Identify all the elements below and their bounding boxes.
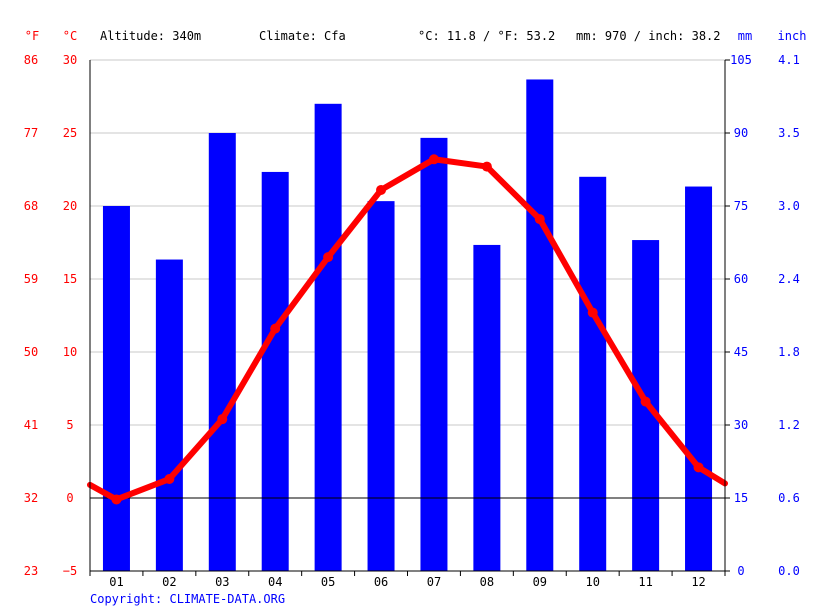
month-label: 03 — [215, 575, 229, 589]
temperature-point — [640, 396, 651, 407]
inch-tick-label: 1.2 — [778, 418, 800, 432]
celsius-tick-label: −5 — [63, 564, 77, 578]
precipitation-bar — [208, 133, 236, 571]
month-label: 08 — [480, 575, 494, 589]
temperature-point — [534, 214, 545, 225]
mm-tick-labels: 0 15 30 45 60 75 90 105 — [730, 53, 752, 578]
fahrenheit-tick-label: 23 — [24, 564, 38, 578]
temperature-average-label: °C: 11.8 / °F: 53.2 — [418, 29, 555, 43]
inch-tick-labels: 0.0 0.6 1.2 1.8 2.4 3.0 3.5 4.1 — [778, 53, 800, 578]
precipitation-bar — [526, 79, 554, 571]
mm-tick-label: 75 — [734, 199, 748, 213]
temperature-point — [164, 474, 175, 485]
grid-lines — [90, 59, 725, 572]
inch-tick-label: 1.8 — [778, 345, 800, 359]
precipitation-average-label: mm: 970 / inch: 38.2 — [576, 29, 721, 43]
mm-tick-label: 15 — [734, 491, 748, 505]
mm-tick-label: 30 — [734, 418, 748, 432]
mm-tick-label: 0 — [737, 564, 744, 578]
copyright-text: Copyright: CLIMATE-DATA.ORG — [90, 592, 285, 606]
precipitation-bar — [420, 137, 448, 571]
fahrenheit-tick-label: 68 — [24, 199, 38, 213]
celsius-tick-label: 0 — [66, 491, 73, 505]
precipitation-bar — [473, 244, 501, 571]
fahrenheit-unit-label: °F — [25, 29, 39, 43]
temperature-point — [111, 494, 122, 505]
celsius-tick-label: 5 — [66, 418, 73, 432]
fahrenheit-tick-label: 86 — [24, 53, 38, 67]
temperature-point — [270, 323, 281, 334]
month-label: 05 — [321, 575, 335, 589]
month-label: 07 — [427, 575, 441, 589]
precipitation-bar — [314, 103, 342, 572]
fahrenheit-tick-labels: 23 32 41 50 59 68 77 86 — [24, 53, 38, 578]
month-label: 04 — [268, 575, 282, 589]
month-label: 10 — [585, 575, 599, 589]
fahrenheit-tick-label: 77 — [24, 126, 38, 140]
fahrenheit-tick-label: 32 — [24, 491, 38, 505]
month-label: 09 — [533, 575, 547, 589]
celsius-tick-label: 15 — [63, 272, 77, 286]
month-label: 02 — [162, 575, 176, 589]
temperature-line-path — [87, 156, 728, 503]
month-label: 06 — [374, 575, 388, 589]
temperature-line — [87, 154, 728, 505]
mm-unit-label: mm — [738, 29, 752, 43]
temperature-point — [587, 307, 598, 318]
temperature-point — [323, 252, 334, 263]
mm-tick-label: 60 — [734, 272, 748, 286]
month-label: 12 — [691, 575, 705, 589]
temperature-point — [693, 462, 704, 473]
mm-tick-label: 105 — [730, 53, 752, 67]
inch-unit-label: inch — [778, 29, 807, 43]
celsius-unit-label: °C — [63, 29, 77, 43]
temperature-point — [428, 154, 439, 165]
month-tick-labels: 01 02 03 04 05 06 07 08 09 10 11 12 — [109, 575, 706, 589]
precipitation-bars — [102, 79, 713, 572]
celsius-tick-labels: −5 0 5 10 15 20 25 30 — [63, 53, 77, 578]
month-label: 01 — [109, 575, 123, 589]
inch-tick-label: 2.4 — [778, 272, 800, 286]
inch-tick-label: 0.0 — [778, 564, 800, 578]
fahrenheit-tick-label: 41 — [24, 418, 38, 432]
fahrenheit-tick-label: 59 — [24, 272, 38, 286]
precipitation-bar — [685, 186, 713, 572]
precipitation-bar — [261, 171, 289, 571]
fahrenheit-tick-label: 50 — [24, 345, 38, 359]
climate-label: Climate: Cfa — [259, 29, 346, 43]
temperature-point — [481, 161, 492, 172]
celsius-tick-label: 10 — [63, 345, 77, 359]
mm-tick-label: 45 — [734, 345, 748, 359]
inch-tick-label: 3.5 — [778, 126, 800, 140]
temperature-point — [217, 414, 228, 425]
temperature-point — [376, 184, 387, 195]
altitude-label: Altitude: 340m — [100, 29, 201, 43]
celsius-tick-label: 30 — [63, 53, 77, 67]
celsius-tick-label: 25 — [63, 126, 77, 140]
precipitation-bar — [155, 259, 183, 571]
inch-tick-label: 0.6 — [778, 491, 800, 505]
precipitation-bar — [579, 176, 607, 572]
inch-tick-label: 3.0 — [778, 199, 800, 213]
chart-axes — [89, 59, 730, 576]
mm-tick-label: 90 — [734, 126, 748, 140]
month-label: 11 — [638, 575, 652, 589]
precipitation-bar — [367, 201, 395, 571]
celsius-tick-label: 20 — [63, 199, 77, 213]
precipitation-bar — [102, 206, 130, 571]
inch-tick-label: 4.1 — [778, 53, 800, 67]
